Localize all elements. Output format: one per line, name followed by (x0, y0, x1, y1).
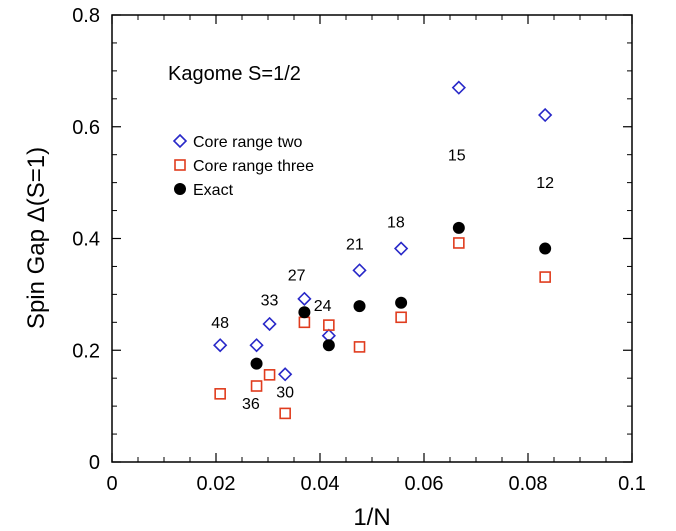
size-annotation: 24 (314, 298, 332, 315)
legend-marker (172, 133, 188, 149)
x-tick-label: 0 (106, 473, 117, 495)
exact-point (452, 221, 465, 234)
core-range-two-point (393, 241, 409, 256)
y-tick-label: 0.6 (72, 117, 100, 139)
size-annotation: 36 (242, 396, 260, 413)
exact-point (353, 300, 366, 313)
core-range-three-point (298, 316, 311, 329)
exact-point (395, 296, 408, 309)
exact-point (298, 306, 311, 319)
core-range-three-point (323, 319, 335, 331)
y-tick-label: 0.2 (72, 340, 100, 362)
exact-point (539, 242, 552, 255)
core-range-three-point (539, 271, 551, 283)
core-range-two-point (249, 338, 264, 353)
core-range-three-point (353, 341, 366, 353)
size-annotation: 27 (288, 267, 306, 284)
point-annotations: 48 33 27 24 21 18 15 12 36 30 (211, 147, 554, 413)
legend-marker (174, 159, 186, 171)
y-axis-title: Spin Gap Δ(S=1) (23, 147, 50, 329)
size-annotation: 33 (261, 293, 279, 310)
x-tick-label: 0.02 (197, 473, 236, 495)
size-annotation: 48 (211, 315, 229, 332)
size-annotation: 15 (448, 147, 466, 164)
size-annotation: 18 (387, 214, 405, 231)
core-range-two-point (278, 367, 293, 382)
legend-label: Exact (193, 182, 234, 199)
core-range-two-point (538, 107, 553, 123)
core-range-two-point (451, 80, 466, 95)
core-range-two-point (297, 291, 312, 306)
exact-point (250, 357, 263, 370)
x-axis-title: 1/N (353, 504, 390, 531)
legend: Core range two Core range three Exact (172, 133, 314, 199)
core-range-three-point (279, 407, 291, 420)
core-range-three-point (214, 388, 226, 400)
x-tick-label: 0.08 (509, 473, 548, 495)
chart-title: Kagome S=1/2 (168, 63, 301, 85)
tick-labels: 0 0.02 0.04 0.06 0.08 0.1 0 0.2 0.4 0.6 0.8 (72, 5, 646, 495)
size-annotation: 21 (346, 237, 364, 254)
size-annotation: 30 (276, 385, 294, 402)
legend-label: Core range three (193, 158, 314, 175)
y-tick-label: 0.4 (72, 229, 100, 251)
core-range-three-point (263, 369, 276, 381)
axis-ticks (111, 14, 633, 463)
core-range-two-point (262, 316, 277, 332)
x-tick-label: 0.04 (301, 473, 340, 495)
core-range-three-point (453, 237, 465, 249)
legend-marker (174, 183, 186, 195)
core-range-three-point (250, 380, 263, 392)
x-tick-label: 0.1 (618, 473, 646, 495)
y-tick-label: 0 (89, 452, 100, 474)
core-range-three-point (395, 311, 407, 324)
core-range-two-point (352, 263, 367, 278)
size-annotation: 12 (536, 175, 554, 192)
data-markers (213, 80, 553, 420)
exact-point (322, 339, 335, 352)
y-tick-label: 0.8 (72, 5, 100, 27)
x-tick-label: 0.06 (405, 473, 444, 495)
legend-label: Core range two (193, 134, 302, 151)
core-range-two-point (213, 338, 228, 353)
